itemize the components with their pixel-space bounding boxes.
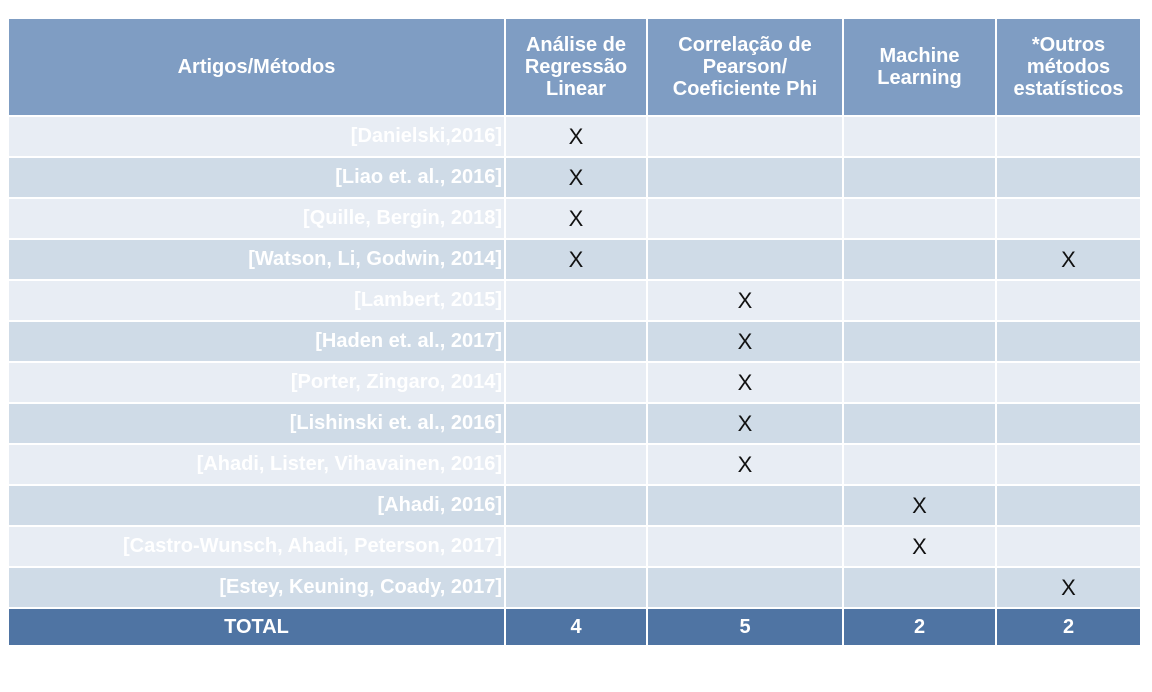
article-label: [Lambert, 2015] bbox=[7, 279, 506, 322]
header-other-methods: *Outros métodos estatísticos bbox=[995, 17, 1142, 117]
mark-other-methods bbox=[995, 279, 1142, 322]
mark-machine-learning bbox=[842, 320, 997, 363]
mark-machine-learning bbox=[842, 443, 997, 486]
methods-table: Artigos/Métodos Análise de Regressão Lin… bbox=[7, 17, 1142, 647]
total-machine-learning: 2 bbox=[842, 607, 997, 647]
mark-linear-regression bbox=[504, 320, 648, 363]
mark-other-methods bbox=[995, 361, 1142, 404]
mark-other-methods: X bbox=[995, 566, 1142, 609]
table-row: [Quille, Bergin, 2018] X bbox=[7, 197, 1142, 240]
mark-linear-regression bbox=[504, 566, 648, 609]
total-other-methods: 2 bbox=[995, 607, 1142, 647]
mark-pearson-phi bbox=[646, 566, 844, 609]
mark-linear-regression: X bbox=[504, 197, 648, 240]
mark-linear-regression: X bbox=[504, 238, 648, 281]
mark-linear-regression bbox=[504, 361, 648, 404]
mark-machine-learning bbox=[842, 279, 997, 322]
header-row: Artigos/Métodos Análise de Regressão Lin… bbox=[7, 17, 1142, 117]
mark-other-methods bbox=[995, 484, 1142, 527]
mark-linear-regression bbox=[504, 484, 648, 527]
article-label: [Danielski,2016] bbox=[7, 115, 506, 158]
table-row: [Ahadi, 2016] X bbox=[7, 484, 1142, 527]
mark-pearson-phi: X bbox=[646, 402, 844, 445]
mark-other-methods bbox=[995, 115, 1142, 158]
methods-table-container: Artigos/Métodos Análise de Regressão Lin… bbox=[7, 17, 1142, 684]
table-row: [Haden et. al., 2017] X bbox=[7, 320, 1142, 363]
table-row: [Lambert, 2015] X bbox=[7, 279, 1142, 322]
mark-machine-learning bbox=[842, 566, 997, 609]
mark-other-methods: X bbox=[995, 238, 1142, 281]
mark-linear-regression bbox=[504, 443, 648, 486]
mark-machine-learning bbox=[842, 361, 997, 404]
table-row: [Danielski,2016] X bbox=[7, 115, 1142, 158]
total-pearson-phi: 5 bbox=[646, 607, 844, 647]
mark-pearson-phi: X bbox=[646, 279, 844, 322]
mark-pearson-phi bbox=[646, 525, 844, 568]
mark-linear-regression: X bbox=[504, 115, 648, 158]
mark-pearson-phi: X bbox=[646, 361, 844, 404]
header-pearson-phi: Correlação de Pearson/ Coeficiente Phi bbox=[646, 17, 844, 117]
table-row: [Liao et. al., 2016] X bbox=[7, 156, 1142, 199]
mark-other-methods bbox=[995, 156, 1142, 199]
total-row: TOTAL 4 5 2 2 bbox=[7, 607, 1142, 647]
header-articles-methods: Artigos/Métodos bbox=[7, 17, 506, 117]
article-label: [Porter, Zingaro, 2014] bbox=[7, 361, 506, 404]
mark-linear-regression: X bbox=[504, 156, 648, 199]
mark-machine-learning bbox=[842, 238, 997, 281]
mark-machine-learning: X bbox=[842, 525, 997, 568]
mark-other-methods bbox=[995, 525, 1142, 568]
article-label: [Ahadi, Lister, Vihavainen, 2016] bbox=[7, 443, 506, 486]
mark-other-methods bbox=[995, 320, 1142, 363]
article-label: [Liao et. al., 2016] bbox=[7, 156, 506, 199]
total-label: TOTAL bbox=[7, 607, 506, 647]
mark-other-methods bbox=[995, 197, 1142, 240]
mark-linear-regression bbox=[504, 525, 648, 568]
mark-machine-learning bbox=[842, 197, 997, 240]
mark-pearson-phi bbox=[646, 238, 844, 281]
table-row: [Ahadi, Lister, Vihavainen, 2016] X bbox=[7, 443, 1142, 486]
article-label: [Quille, Bergin, 2018] bbox=[7, 197, 506, 240]
mark-other-methods bbox=[995, 443, 1142, 486]
mark-pearson-phi: X bbox=[646, 320, 844, 363]
article-label: [Ahadi, 2016] bbox=[7, 484, 506, 527]
mark-other-methods bbox=[995, 402, 1142, 445]
table-row: [Castro-Wunsch, Ahadi, Peterson, 2017] X bbox=[7, 525, 1142, 568]
mark-linear-regression bbox=[504, 279, 648, 322]
article-label: [Lishinski et. al., 2016] bbox=[7, 402, 506, 445]
article-label: [Haden et. al., 2017] bbox=[7, 320, 506, 363]
table-row: [Estey, Keuning, Coady, 2017] X bbox=[7, 566, 1142, 609]
table-row: [Watson, Li, Godwin, 2014] X X bbox=[7, 238, 1142, 281]
mark-pearson-phi: X bbox=[646, 443, 844, 486]
header-machine-learning: Machine Learning bbox=[842, 17, 997, 117]
article-label: [Watson, Li, Godwin, 2014] bbox=[7, 238, 506, 281]
article-label: [Castro-Wunsch, Ahadi, Peterson, 2017] bbox=[7, 525, 506, 568]
article-label: [Estey, Keuning, Coady, 2017] bbox=[7, 566, 506, 609]
mark-pearson-phi bbox=[646, 484, 844, 527]
mark-pearson-phi bbox=[646, 115, 844, 158]
mark-machine-learning bbox=[842, 115, 997, 158]
total-linear-regression: 4 bbox=[504, 607, 648, 647]
mark-pearson-phi bbox=[646, 197, 844, 240]
mark-pearson-phi bbox=[646, 156, 844, 199]
mark-linear-regression bbox=[504, 402, 648, 445]
table-row: [Lishinski et. al., 2016] X bbox=[7, 402, 1142, 445]
header-linear-regression: Análise de Regressão Linear bbox=[504, 17, 648, 117]
mark-machine-learning bbox=[842, 402, 997, 445]
mark-machine-learning bbox=[842, 156, 997, 199]
table-row: [Porter, Zingaro, 2014] X bbox=[7, 361, 1142, 404]
mark-machine-learning: X bbox=[842, 484, 997, 527]
